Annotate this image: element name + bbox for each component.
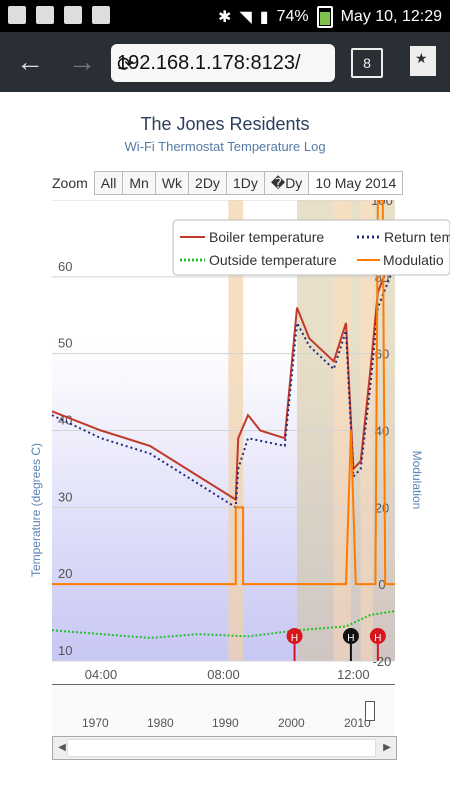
navigator-bg	[52, 685, 395, 738]
event-marker-dot-1	[286, 628, 303, 644]
y-tick-right-2: 0	[378, 577, 385, 592]
event-marker-label-1: H	[291, 633, 298, 644]
year-1980: 1980	[147, 716, 174, 730]
y-axis-label-left: Temperature (degrees C)	[29, 443, 43, 577]
url-bar[interactable]: 192.168.1.178:8123/ ⟳	[111, 44, 335, 82]
x-tick-2: 08:00	[207, 667, 240, 682]
zoom-button-month[interactable]: Mn	[122, 171, 156, 195]
year-2000: 2000	[278, 716, 305, 730]
y-tick-right-4: 40	[375, 424, 389, 439]
navigator-handle[interactable]	[365, 701, 375, 721]
date-input-value: 10 May 2014	[315, 175, 397, 191]
browser-toolbar: ← → 192.168.1.178:8123/ ⟳ 8	[0, 32, 450, 92]
date-input[interactable]: 10 May 2014	[308, 171, 404, 195]
y-tick-right-1: -20	[373, 654, 392, 669]
y-axis-label-right: Modulation	[410, 451, 424, 510]
y-tick-left-1: 10	[58, 643, 72, 658]
url-text: 192.168.1.178:8123/	[117, 52, 301, 74]
y-tick-left-2: 20	[58, 566, 72, 581]
event-marker-1[interactable]: H	[286, 628, 303, 661]
gallery-icon	[8, 6, 26, 24]
event-marker-label-2: H	[347, 633, 354, 644]
zoom-button-1day[interactable]: 1Dy	[225, 171, 265, 195]
status-icons-right: ✱ ◥ ▮ 74% May 10, 12:29	[218, 6, 442, 28]
year-1970: 1970	[82, 716, 109, 730]
zoom-button-2day-label: 2Dy	[195, 175, 220, 191]
series-line-3	[51, 610, 396, 639]
tabs-button[interactable]: 8	[351, 48, 383, 78]
status-bar: ✱ ◥ ▮ 74% May 10, 12:29	[0, 0, 450, 32]
store-icon	[92, 6, 110, 24]
year-1990: 1990	[212, 716, 239, 730]
zoom-button-week-label: Wk	[161, 175, 183, 191]
bookmark-icon[interactable]	[410, 46, 436, 76]
page-content: The Jones Residents Wi-Fi Thermostat Tem…	[0, 92, 450, 800]
series-line-2	[51, 261, 396, 510]
battery-percent: 74%	[276, 8, 309, 25]
battery-icon	[316, 6, 333, 28]
zoom-button-unknown-day-label: �Dy	[270, 174, 303, 191]
back-arrow-icon[interactable]: ←	[16, 46, 44, 77]
legend-label-outside: Outside temperature	[209, 252, 337, 268]
signal-icon: ▮	[259, 9, 269, 26]
sync-icon	[36, 6, 54, 24]
horizontal-scrollbar[interactable]: ◀ ▶	[52, 736, 397, 760]
event-marker-label-3: H	[374, 633, 381, 644]
zoom-label: Zoom	[52, 175, 88, 191]
event-marker-dot-2	[342, 628, 359, 644]
scrollbar-track[interactable]	[67, 739, 376, 757]
event-marker-2[interactable]: H	[342, 628, 359, 661]
legend: Boiler temperature Return tem Outside te…	[172, 219, 450, 276]
y-tick-right-3: 20	[375, 500, 389, 515]
scroll-left-arrow-icon[interactable]: ◀	[58, 741, 66, 753]
y-tick-left-3: 30	[58, 489, 72, 504]
zoom-button-1day-label: 1Dy	[232, 175, 258, 191]
y-tick-left-6: 60	[58, 259, 72, 274]
forward-arrow-icon[interactable]: →	[68, 46, 96, 77]
x-tick-1: 04:00	[85, 667, 118, 682]
y-tick-right-5: 60	[375, 347, 389, 362]
scroll-right-arrow-icon[interactable]: ▶	[383, 741, 391, 753]
zoom-button-all-label: All	[100, 175, 117, 191]
zoom-toolbar: Zoom All Mn Wk 2Dy 1Dy �Dy 10 May 2014	[52, 171, 404, 195]
page-title: The Jones Residents	[140, 114, 310, 134]
y-tick-left-4: 40	[58, 413, 72, 428]
zoom-button-month-label: Mn	[129, 175, 149, 191]
year-2010: 2010	[344, 716, 371, 730]
bluetooth-icon: ✱	[218, 9, 232, 26]
app-icon	[64, 6, 82, 24]
legend-box	[172, 219, 450, 276]
zoom-button-week[interactable]: Wk	[154, 171, 190, 195]
tabs-count: 8	[363, 55, 371, 71]
range-navigator[interactable]: 1970 1980 1990 2000 2010	[52, 684, 395, 738]
legend-label-return: Return tem	[384, 229, 450, 245]
event-marker-3[interactable]: H	[369, 628, 386, 661]
series-line-1	[51, 245, 396, 502]
status-icons-left	[8, 6, 110, 24]
legend-label-boiler: Boiler temperature	[209, 229, 324, 245]
event-marker-dot-3	[369, 628, 386, 644]
zoom-button-2day[interactable]: 2Dy	[188, 171, 227, 195]
zoom-button-all[interactable]: All	[93, 171, 124, 195]
x-tick-3: 12:00	[337, 667, 370, 682]
y-tick-left-5: 50	[58, 336, 72, 351]
reload-icon[interactable]: ⟳	[117, 54, 134, 76]
legend-label-modulation: Modulatio	[383, 252, 444, 268]
zoom-button-unknown-day[interactable]: �Dy	[263, 171, 310, 195]
series-line-4	[52, 200, 395, 586]
clock: May 10, 12:29	[340, 8, 442, 25]
page-subtitle: Wi-Fi Thermostat Temperature Log	[124, 139, 326, 154]
wifi-icon: ◥	[239, 9, 252, 26]
